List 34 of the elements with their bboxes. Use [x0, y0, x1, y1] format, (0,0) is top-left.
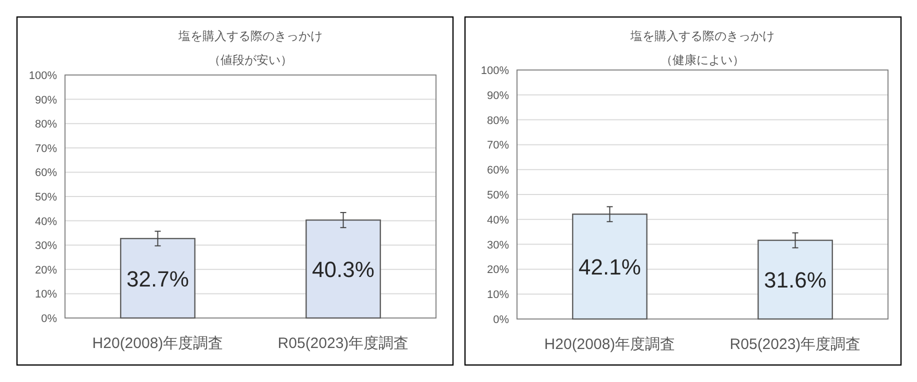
y-tick-label: 30%	[486, 239, 510, 252]
y-tick-label: 60%	[34, 167, 58, 180]
y-tick-label: 90%	[34, 94, 58, 106]
y-tick-label: 80%	[34, 118, 58, 131]
y-tick-label: 10%	[486, 289, 510, 302]
y-tick-label: 20%	[486, 264, 510, 276]
y-tick-label: 40%	[486, 214, 510, 226]
y-tick-label: 80%	[486, 114, 510, 127]
chart-title: 塩を購入する際のきっかけ	[630, 29, 774, 43]
x-tick-label: R05(2023)年度調査	[730, 336, 861, 353]
y-tick-label: 40%	[34, 216, 58, 228]
x-tick-label: H20(2008)年度調査	[92, 335, 224, 352]
y-tick-label: 0%	[493, 314, 510, 326]
y-tick-label: 30%	[34, 240, 58, 252]
x-tick-label: H20(2008)年度調査	[544, 336, 676, 353]
data-label: 42.1%	[578, 254, 641, 280]
y-tick-label: 50%	[486, 190, 510, 202]
chart-subtitle: （値段が安い）	[208, 53, 292, 67]
y-tick-label: 70%	[34, 142, 58, 155]
y-tick-label: 10%	[34, 288, 58, 301]
y-tick-label: 20%	[34, 264, 58, 276]
y-tick-label: 0%	[41, 313, 58, 325]
x-tick-label: R05(2023)年度調査	[278, 335, 409, 352]
y-tick-label: 100%	[480, 65, 510, 77]
y-tick-label: 100%	[28, 70, 58, 82]
data-label: 31.6%	[764, 268, 826, 293]
y-tick-label: 60%	[486, 164, 510, 177]
data-label: 40.3%	[312, 257, 374, 282]
chart-subtitle: （健康によい）	[660, 53, 744, 67]
y-tick-label: 90%	[486, 90, 510, 102]
data-label: 32.7%	[126, 266, 189, 292]
y-tick-label: 70%	[486, 140, 510, 152]
chart-title: 塩を購入する際のきっかけ	[178, 29, 322, 43]
y-tick-label: 50%	[34, 192, 58, 204]
